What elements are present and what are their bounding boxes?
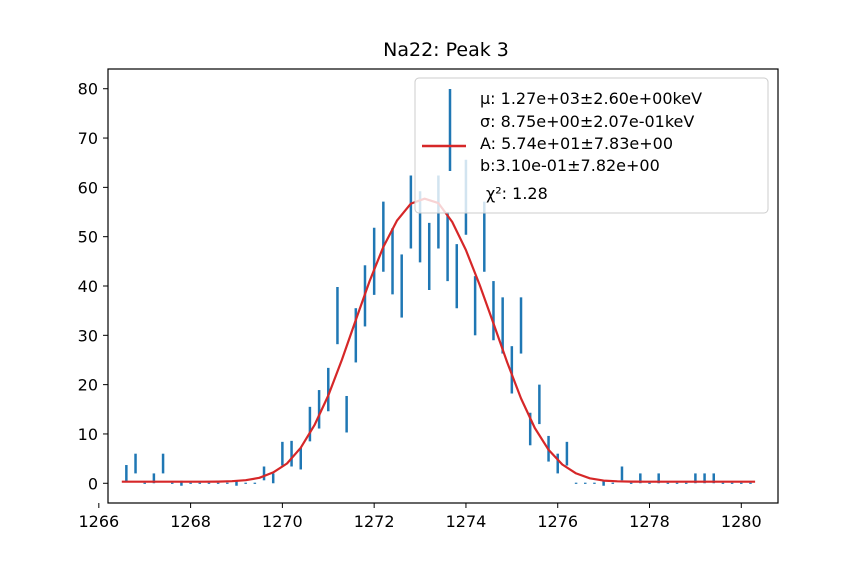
x-axis-ticks: 1266 1268 1270 1272 1274 1276 1278 1280 — [78, 503, 762, 531]
legend-sigma: σ: 8.75e+00±2.07e-01keV — [480, 112, 694, 131]
legend-chi2: χ²: 1.28 — [486, 184, 548, 203]
y-tick-label: 0 — [88, 474, 98, 493]
legend-background: b:3.10e-01±7.82e+00 — [480, 156, 660, 175]
y-axis-ticks: 0 10 20 30 40 50 60 70 80 — [78, 80, 108, 493]
x-tick-label: 1270 — [262, 512, 303, 531]
chart-title: Na22: Peak 3 — [383, 39, 509, 61]
x-tick-label: 1272 — [354, 512, 395, 531]
plot-frame — [107, 68, 779, 504]
x-tick-label: 1278 — [629, 512, 670, 531]
legend-box — [414, 77, 769, 214]
y-tick-label: 10 — [78, 425, 98, 444]
legend: μ: 1.27e+03±2.60e+00keV σ: 8.75e+00±2.07… — [414, 77, 769, 214]
x-tick-label: 1276 — [537, 512, 578, 531]
x-tick-label: 1268 — [170, 512, 211, 531]
y-tick-label: 60 — [78, 178, 98, 197]
x-tick-label: 1266 — [78, 512, 119, 531]
y-tick-label: 30 — [78, 326, 98, 345]
y-tick-label: 80 — [78, 80, 98, 99]
y-tick-label: 40 — [78, 277, 98, 296]
y-tick-label: 20 — [78, 376, 98, 395]
x-tick-label: 1280 — [721, 512, 762, 531]
y-tick-label: 70 — [78, 129, 98, 148]
x-tick-label: 1274 — [446, 512, 487, 531]
y-tick-label: 50 — [78, 228, 98, 247]
legend-amplitude: A: 5.74e+01±7.83e+00 — [480, 134, 673, 153]
legend-mu: μ: 1.27e+03±2.60e+00keV — [480, 89, 702, 108]
